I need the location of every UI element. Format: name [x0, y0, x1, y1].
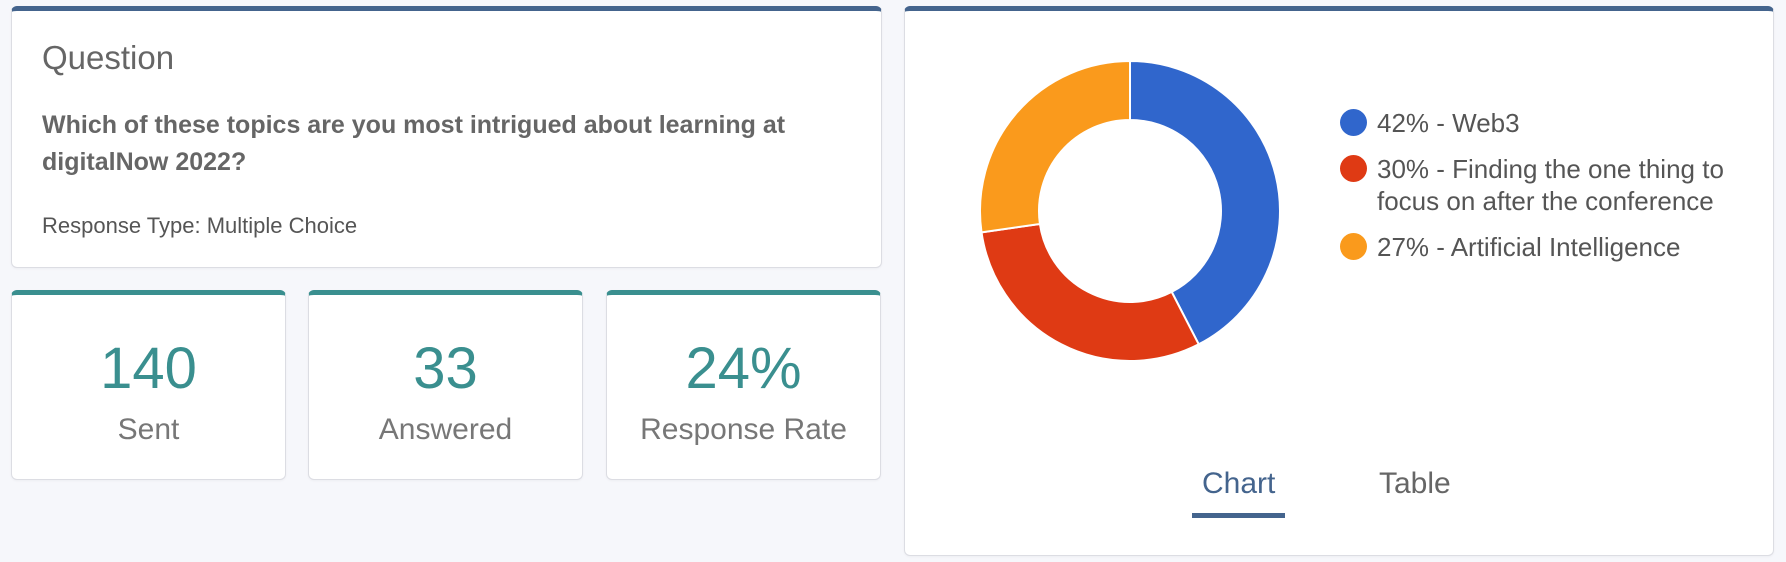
answered-stat-card: 33 Answered	[308, 290, 583, 480]
sent-stat-card: 140 Sent	[11, 290, 286, 480]
response-rate-label: Response Rate	[640, 413, 847, 446]
legend-label-ai: 27% - Artificial Intelligence	[1377, 232, 1681, 262]
chart-card: 42% - Web3 30% - Finding the one thing t…	[904, 6, 1774, 556]
tab-chart[interactable]: Chart	[1192, 467, 1286, 518]
slice-focus[interactable]	[980, 222, 1201, 361]
response-type: Response Type: Multiple Choice	[42, 213, 358, 238]
legend-dot-web3	[1340, 109, 1367, 136]
legend-dot-focus	[1340, 155, 1367, 182]
slice-web3[interactable]	[1129, 61, 1280, 346]
donut-chart	[980, 61, 1280, 361]
legend-label-focus: 30% - Finding the one thing to focus on …	[1377, 154, 1724, 216]
sent-value: 140	[100, 336, 197, 401]
question-text: Which of these topics are you most intri…	[42, 111, 786, 176]
chart-legend: 42% - Web3 30% - Finding the one thing t…	[1340, 107, 1730, 277]
sent-label: Sent	[117, 413, 180, 446]
response-rate-value: 24%	[685, 336, 802, 401]
response-rate-stat-card: 24% Response Rate	[606, 290, 881, 480]
answered-value: 33	[413, 336, 478, 401]
legend-item-ai[interactable]: 27% - Artificial Intelligence	[1340, 231, 1730, 263]
question-card: Question Which of these topics are you m…	[11, 6, 882, 268]
legend-item-focus[interactable]: 30% - Finding the one thing to focus on …	[1340, 153, 1730, 217]
tab-table[interactable]: Table	[1379, 467, 1451, 500]
answered-label: Answered	[378, 413, 513, 446]
question-heading: Question	[42, 39, 175, 76]
legend-dot-ai	[1340, 233, 1367, 260]
slice-ai[interactable]	[980, 61, 1131, 234]
legend-label-web3: 42% - Web3	[1377, 108, 1520, 138]
legend-item-web3[interactable]: 42% - Web3	[1340, 107, 1730, 139]
